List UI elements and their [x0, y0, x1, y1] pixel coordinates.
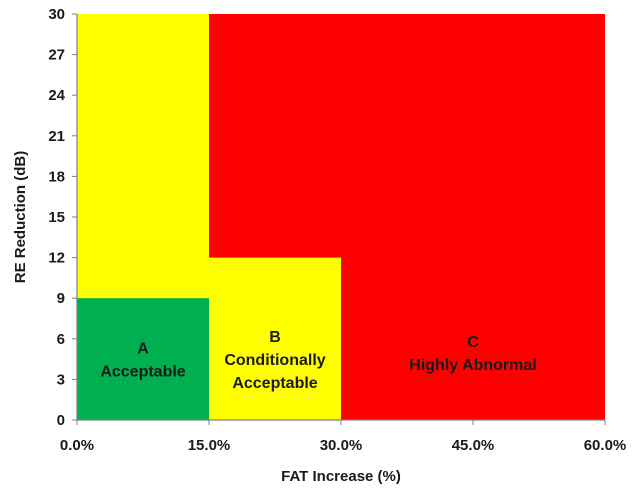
zone-label-zone-b: B Conditionally Acceptable: [224, 329, 325, 392]
zone-label-line: Acceptable: [100, 364, 185, 381]
zone-label-line: Highly Abnormal: [409, 357, 536, 374]
y-tick-label: 9: [57, 290, 65, 307]
y-tick-label: 6: [57, 331, 65, 348]
y-tick-label: 12: [48, 250, 65, 267]
x-tick-label: 30.0%: [320, 437, 363, 454]
y-tick-label: 15: [48, 209, 65, 226]
y-axis-title: RE Reduction (dB): [12, 151, 29, 284]
y-tick-label: 24: [48, 87, 65, 104]
y-tick-label: 30: [48, 6, 65, 23]
zone-label-zone-c: C Highly Abnormal: [409, 334, 536, 374]
x-axis-title: FAT Increase (%): [281, 468, 401, 485]
x-tick-label: 60.0%: [584, 437, 627, 454]
x-tick-label: 0.0%: [60, 437, 94, 454]
x-tick-label: 45.0%: [452, 437, 495, 454]
y-tick-label: 27: [48, 47, 65, 64]
zone-label-line: A: [137, 341, 149, 358]
zone-label-line: Conditionally: [224, 352, 325, 369]
y-tick-label: 18: [48, 168, 65, 185]
zone-label-zone-a: A Acceptable: [100, 341, 185, 381]
zone-label-line: Acceptable: [232, 375, 317, 392]
x-tick-label: 15.0%: [188, 437, 231, 454]
zone-label-line: C: [467, 334, 479, 351]
y-tick-label: 3: [57, 371, 65, 388]
regions-layer: [77, 14, 605, 420]
y-tick-label: 21: [48, 128, 65, 145]
region-green: [77, 298, 209, 420]
ticks-layer: 0 3 6 9 12 15 18 21 24 27 30 0.0% 15.0% 30.0% 45.0% 60.…: [48, 6, 626, 454]
zone-label-line: B: [269, 329, 281, 346]
y-tick-label: 0: [57, 412, 65, 429]
zone-labels-layer: A Acceptable B Conditionally Acceptable C High…: [100, 329, 536, 392]
region-yellow-mid: [209, 257, 341, 420]
